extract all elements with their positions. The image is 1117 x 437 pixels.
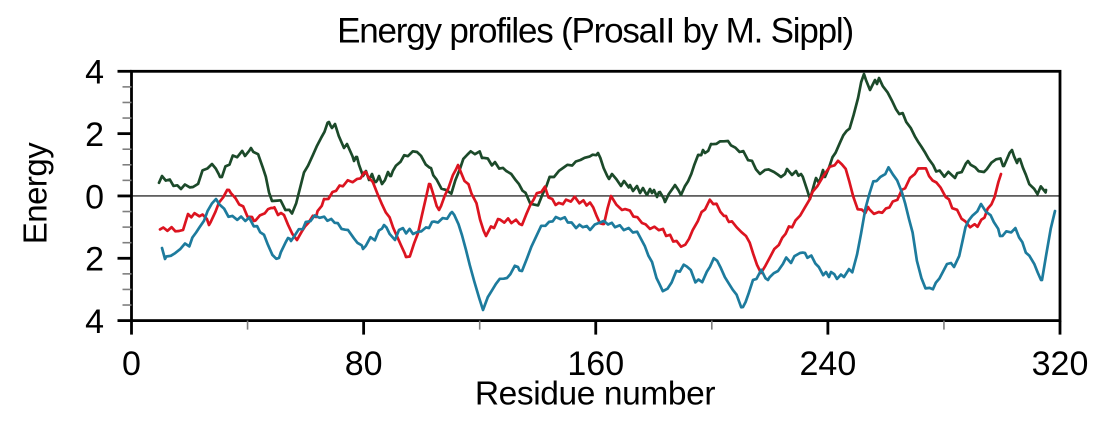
svg-text:4: 4 [85, 54, 104, 92]
svg-text:Energy profiles (ProsaII by M.: Energy profiles (ProsaII by M. Sippl) [337, 12, 853, 51]
svg-text:0: 0 [85, 178, 104, 216]
svg-text:4: 4 [85, 303, 104, 341]
svg-text:240: 240 [800, 345, 857, 383]
svg-text:320: 320 [1032, 345, 1089, 383]
svg-text:2: 2 [85, 116, 104, 154]
svg-text:160: 160 [567, 345, 624, 383]
svg-text:2: 2 [85, 241, 104, 279]
svg-text:80: 80 [345, 345, 383, 383]
svg-text:Residue number: Residue number [475, 376, 715, 413]
svg-text:0: 0 [122, 345, 141, 383]
svg-text:Energy: Energy [17, 142, 54, 245]
